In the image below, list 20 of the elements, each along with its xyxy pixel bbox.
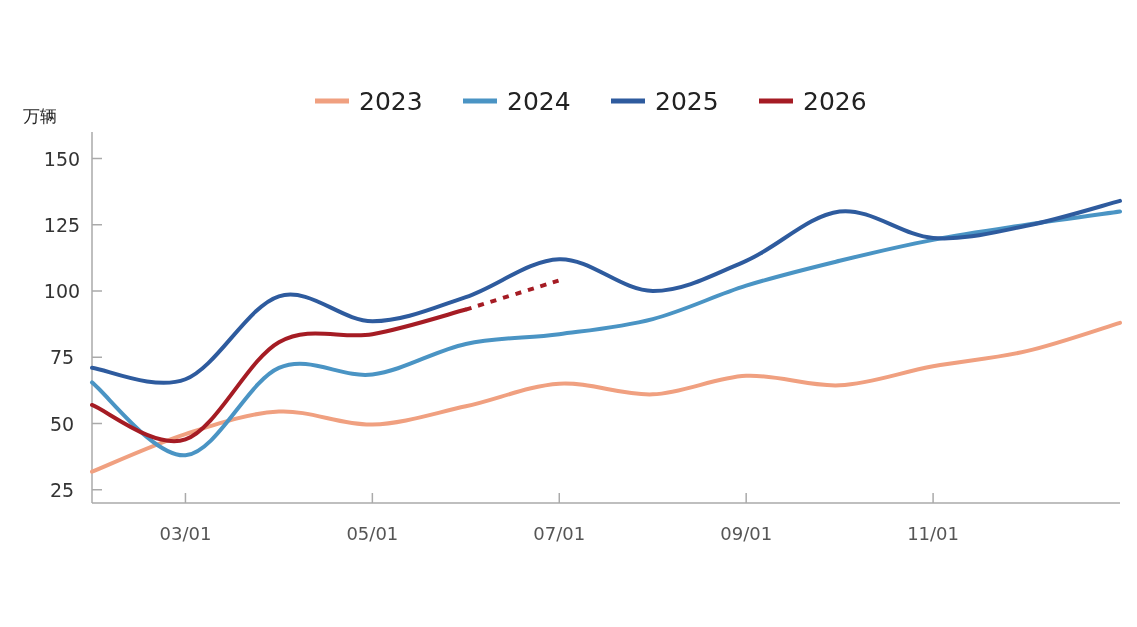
y-tick-label: 100 xyxy=(43,280,81,302)
y-axis-title: 万辆 xyxy=(23,106,57,126)
legend-label: 2026 xyxy=(803,87,867,116)
x-tick-label: 03/01 xyxy=(159,523,212,544)
x-tick-label: 07/01 xyxy=(533,523,586,544)
x-tick-label: 09/01 xyxy=(720,523,773,544)
legend-label: 2024 xyxy=(507,87,571,116)
y-tick-label: 50 xyxy=(49,412,75,435)
x-tick-label: 05/01 xyxy=(346,523,399,544)
y-tick-label: 25 xyxy=(49,478,75,501)
y-tick-label: 150 xyxy=(43,147,81,170)
legend-item: 2023 xyxy=(315,87,423,116)
legend-label: 2023 xyxy=(359,87,423,116)
legend-item: 2025 xyxy=(611,87,719,116)
y-tick-label: 125 xyxy=(43,213,81,236)
legend-item: 2024 xyxy=(463,87,571,116)
y-tick-label: 75 xyxy=(49,346,75,369)
legend-label: 2025 xyxy=(655,87,719,116)
x-tick-label: 11/01 xyxy=(907,523,960,544)
legend-item: 2026 xyxy=(759,87,867,116)
